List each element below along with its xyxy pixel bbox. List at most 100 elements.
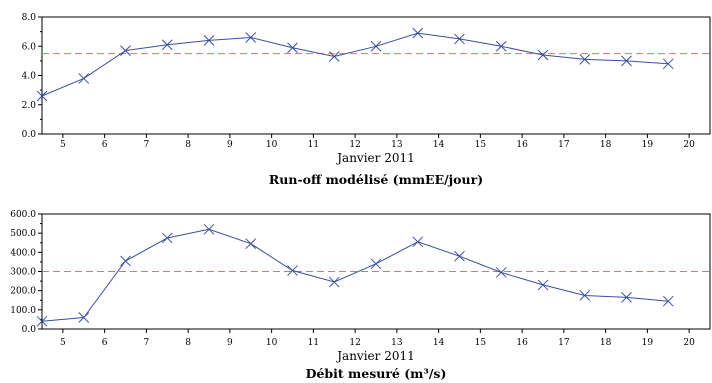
x-axis-label: Janvier 2011 xyxy=(335,151,415,165)
data-point xyxy=(328,51,340,62)
x-tick-label: 18 xyxy=(600,338,612,348)
data-point-stroke xyxy=(245,32,257,43)
data-point-stroke xyxy=(120,45,131,56)
x-tick-label: 17 xyxy=(558,338,570,348)
data-point xyxy=(78,312,90,323)
data-point-stroke xyxy=(495,267,507,278)
data-point xyxy=(412,236,424,248)
x-tick-label: 13 xyxy=(391,140,403,150)
x-tick-label: 7 xyxy=(144,140,150,150)
data-point xyxy=(412,27,424,39)
data-point-stroke xyxy=(36,315,48,327)
x-tick-label: 16 xyxy=(516,140,528,150)
data-point xyxy=(36,315,48,327)
data-point xyxy=(161,232,173,244)
x-tick-label: 9 xyxy=(227,140,233,150)
x-tick-label: 8 xyxy=(185,338,191,348)
x-tick-label: 15 xyxy=(475,140,487,150)
x-tick-label: 20 xyxy=(683,338,695,348)
x-tick-label: 20 xyxy=(683,140,695,150)
x-tick-label: 5 xyxy=(60,338,66,348)
data-point-stroke xyxy=(203,35,215,46)
x-tick-label: 10 xyxy=(266,140,278,150)
data-point-stroke xyxy=(120,255,131,267)
data-point xyxy=(579,290,591,301)
data-point xyxy=(120,45,131,56)
data-point-stroke xyxy=(454,250,465,262)
data-point-stroke xyxy=(579,54,591,65)
y-tick-label: 8.0 xyxy=(22,13,37,23)
data-point xyxy=(328,276,340,288)
x-axis-label: Janvier 2011 xyxy=(335,349,415,363)
data-point-stroke xyxy=(78,73,90,84)
data-point xyxy=(245,32,257,43)
y-tick-label: 0.0 xyxy=(22,130,37,140)
data-point-stroke xyxy=(287,42,298,54)
data-point xyxy=(579,54,591,65)
data-point-stroke xyxy=(621,55,632,67)
data-point-stroke xyxy=(495,40,507,52)
data-point-stroke xyxy=(412,27,424,39)
chart-title: Run-off modélisé (mmEE/jour) xyxy=(269,172,483,187)
x-tick-label: 19 xyxy=(642,338,654,348)
x-tick-label: 17 xyxy=(558,140,570,150)
y-tick-label: 4.0 xyxy=(22,72,37,82)
data-point-stroke xyxy=(662,58,674,70)
data-point-stroke xyxy=(579,290,591,301)
y-tick-label: 6.0 xyxy=(22,42,37,52)
data-point xyxy=(621,292,632,303)
data-point-stroke xyxy=(370,40,382,52)
data-point xyxy=(78,73,90,84)
data-point-stroke xyxy=(412,236,424,248)
y-tick-label: 600.0 xyxy=(10,210,36,220)
data-point-stroke xyxy=(36,90,48,102)
data-point xyxy=(36,90,48,102)
x-tick-label: 19 xyxy=(642,140,654,150)
data-point-stroke xyxy=(537,279,549,291)
x-tick-label: 12 xyxy=(349,140,360,150)
data-point xyxy=(537,49,549,61)
y-tick-label: 200.0 xyxy=(10,287,36,297)
series-line xyxy=(41,228,669,322)
plot-frame xyxy=(41,16,711,135)
data-point-stroke xyxy=(287,265,298,276)
data-point xyxy=(245,238,257,250)
x-tick-label: 9 xyxy=(227,338,233,348)
data-point xyxy=(495,40,507,52)
data-point xyxy=(495,267,507,278)
data-point xyxy=(287,265,298,276)
x-tick-label: 12 xyxy=(349,338,360,348)
x-tick-label: 8 xyxy=(185,140,191,150)
data-point xyxy=(203,223,215,235)
data-point-stroke xyxy=(161,39,173,51)
data-point-stroke xyxy=(161,232,173,244)
y-tick-label: 300.0 xyxy=(10,268,36,278)
x-tick-label: 15 xyxy=(475,338,487,348)
data-point xyxy=(537,279,549,291)
data-point-stroke xyxy=(328,51,340,62)
x-tick-label: 7 xyxy=(144,338,150,348)
y-tick-label: 100.0 xyxy=(10,306,36,316)
series-line xyxy=(41,32,669,97)
x-tick-label: 11 xyxy=(308,140,319,150)
data-point xyxy=(662,295,674,307)
data-point-stroke xyxy=(454,33,465,45)
x-tick-label: 13 xyxy=(391,338,403,348)
data-point xyxy=(454,33,465,45)
data-point-stroke xyxy=(662,295,674,307)
x-tick-label: 5 xyxy=(60,140,66,150)
data-point-stroke xyxy=(621,292,632,303)
x-tick-label: 6 xyxy=(102,338,108,348)
chart-2: 0.0 100.0 200.0 300.0 400.0 500.0 600.0 5 6 7 8 9 10… xyxy=(10,210,711,381)
data-point-stroke xyxy=(537,49,549,61)
x-tick-label: 14 xyxy=(433,338,445,348)
data-point xyxy=(454,250,465,262)
y-tick-label: 0.0 xyxy=(22,325,37,335)
x-tick-label: 10 xyxy=(266,338,278,348)
x-tick-label: 18 xyxy=(600,140,612,150)
chart-1: 0.0 2.0 4.0 6.0 8.0 5 6 7 8 9 10 11 12 13 14 15 16 17 18 19… xyxy=(22,13,711,187)
data-point-stroke xyxy=(203,223,215,235)
y-tick-label: 400.0 xyxy=(10,248,36,258)
data-point-stroke xyxy=(245,238,257,250)
y-tick-label: 2.0 xyxy=(22,101,37,111)
